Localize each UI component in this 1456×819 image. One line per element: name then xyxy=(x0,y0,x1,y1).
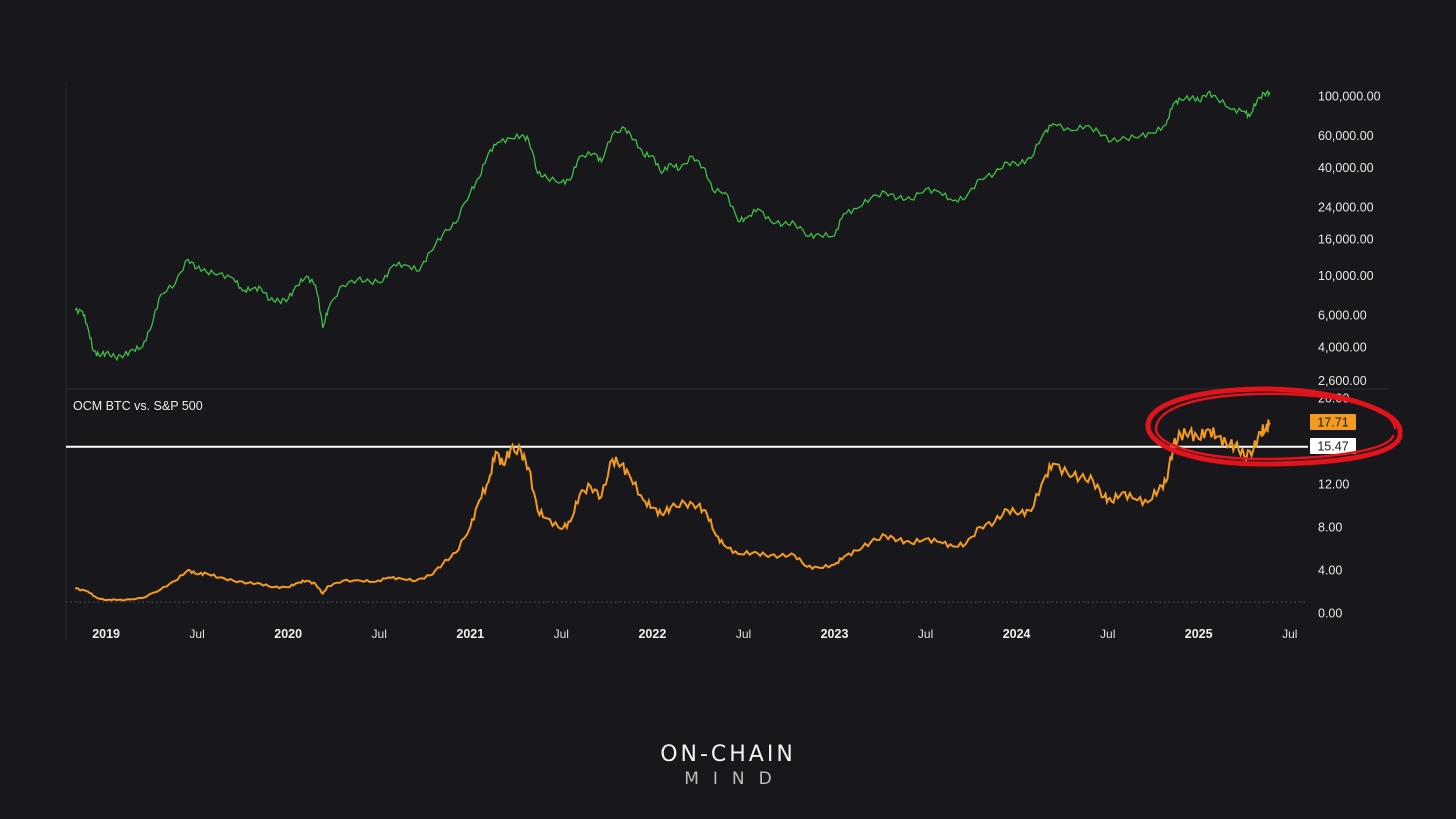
price-tick-label: 6,000.00 xyxy=(1318,309,1367,323)
price-tick-label: 4,000.00 xyxy=(1318,340,1367,354)
x-tick-month: Jul xyxy=(1282,627,1297,641)
last-value-badge: 17.71 xyxy=(1310,414,1356,430)
ratio-tick-label: 8.00 xyxy=(1318,521,1342,535)
x-tick-month: Jul xyxy=(1100,627,1115,641)
red-circle-annotation xyxy=(1145,386,1403,467)
red-circle-stroke-inner xyxy=(1154,392,1397,461)
price-tick-label: 100,000.00 xyxy=(1318,89,1381,103)
price-pane: 100,000.00 60,000.00 40,000.00 24,000.00 16,… xyxy=(65,82,1381,640)
x-tick-year: 2021 xyxy=(456,627,484,641)
x-tick-year: 2025 xyxy=(1185,627,1213,641)
x-tick-month: Jul xyxy=(736,627,751,641)
last-value-badge-bg xyxy=(1310,414,1356,430)
x-tick-year: 2020 xyxy=(274,627,302,641)
price-tick-label: 60,000.00 xyxy=(1318,129,1374,143)
price-tick-label: 40,000.00 xyxy=(1318,161,1374,175)
brand-logo: ON-CHAIN MIND xyxy=(0,742,1456,789)
ratio-tick-label: 12.00 xyxy=(1318,478,1349,492)
price-tick-label: 16,000.00 xyxy=(1318,232,1374,246)
ratio-tick-label: 0.00 xyxy=(1318,607,1342,621)
x-tick-month: Jul xyxy=(918,627,933,641)
last-value-label: 17.71 xyxy=(1317,416,1348,430)
x-tick-year: 2019 xyxy=(92,627,120,641)
price-tick-label: 2,600.00 xyxy=(1318,374,1367,388)
x-tick-year: 2022 xyxy=(638,627,666,641)
price-y-axis: 100,000.00 60,000.00 40,000.00 24,000.00 16,… xyxy=(1318,89,1381,388)
brand-line-2: MIND xyxy=(684,769,786,789)
ratio-pane: OCM BTC vs. S&P 500 20.0012.008.004.000.… xyxy=(66,386,1403,621)
threshold-badge-bg xyxy=(1310,438,1356,454)
x-tick-month: Jul xyxy=(372,627,387,641)
brand-line-1: ON-CHAIN xyxy=(660,742,796,767)
threshold-label: 15.47 xyxy=(1317,440,1348,454)
ratio-tick-label: 4.00 xyxy=(1318,564,1342,578)
price-tick-label: 24,000.00 xyxy=(1318,201,1374,215)
threshold-badge: 15.47 xyxy=(1310,438,1356,454)
x-axis: 2019 Jul 2020 Jul 2021 Jul 2022 Jul 2023 Jul 2024 J… xyxy=(92,627,1297,641)
ratio-pane-title: OCM BTC vs. S&P 500 xyxy=(73,399,203,413)
x-tick-year: 2024 xyxy=(1003,627,1031,641)
btc-price-line xyxy=(74,89,1271,361)
chart-svg: 100,000.00 60,000.00 40,000.00 24,000.00 16,… xyxy=(65,82,1403,641)
x-tick-year: 2023 xyxy=(821,627,849,641)
x-tick-month: Jul xyxy=(554,627,569,641)
x-tick-month: Jul xyxy=(189,627,204,641)
price-tick-label: 10,000.00 xyxy=(1318,269,1374,283)
ratio-line xyxy=(75,419,1271,602)
red-circle-stroke xyxy=(1145,386,1403,467)
